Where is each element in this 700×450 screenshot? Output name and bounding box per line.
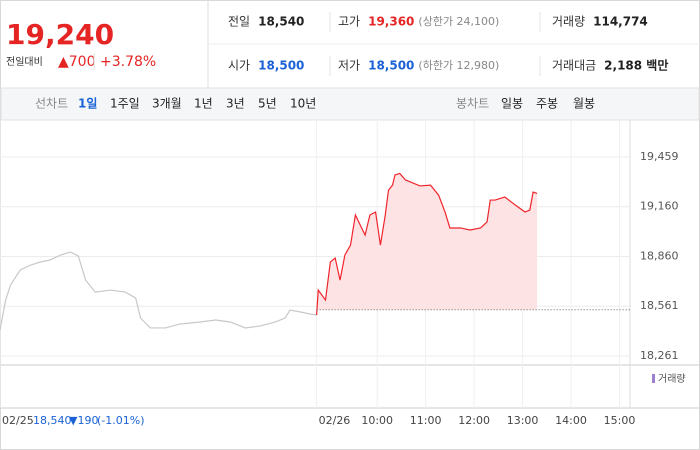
y-tick-label: 19,160 (640, 200, 679, 213)
tab[interactable]: 10년 (290, 97, 316, 111)
tab[interactable]: 1주일 (110, 97, 140, 111)
volume-legend: 거래량 (658, 373, 686, 385)
change-pct: +3.78% (100, 54, 156, 70)
x-tick-label: 13:00 (507, 414, 539, 427)
stat-label: 전일 (228, 15, 250, 29)
tab[interactable]: 월봉 (573, 97, 595, 111)
price-line (0, 251, 317, 331)
stat-label: 거래대금 (552, 59, 596, 73)
stat-value: 18,540 (258, 15, 304, 29)
x-tick-label: 02/26 (319, 414, 351, 427)
stat-note: (하한가 12,980) (418, 58, 499, 72)
stat-value: 18,500 (368, 59, 414, 73)
tab[interactable]: 3개월 (152, 97, 182, 111)
tab[interactable]: 5년 (258, 97, 277, 111)
tab-group-label: 봉차트 (456, 97, 489, 111)
tab[interactable]: 주봉 (536, 97, 558, 111)
x-tick-label: 02/25 (2, 414, 34, 427)
y-tick-label: 18,561 (640, 299, 679, 312)
x-tick-label: 14:00 (555, 414, 587, 427)
volume-legend-swatch (652, 374, 655, 383)
tab[interactable]: 일봉 (501, 97, 523, 111)
stat-label: 고가 (338, 15, 360, 29)
stat-label: 거래량 (552, 15, 585, 29)
x-tick-label: 11:00 (410, 414, 442, 427)
y-tick-label: 18,261 (640, 349, 679, 362)
y-tick-label: 18,860 (640, 250, 679, 263)
change-label: 전일대비 (6, 56, 43, 68)
prev-pct: (-1.01%) (97, 414, 145, 427)
x-tick-label: 12:00 (458, 414, 490, 427)
stat-label: 저가 (338, 59, 360, 73)
tab[interactable]: 1일 (78, 97, 97, 111)
stat-value: 18,500 (258, 59, 304, 73)
stat-value: 19,360 (368, 15, 414, 29)
price: 19,240 (6, 18, 114, 51)
tab-bar (0, 87, 700, 121)
price-line (316, 172, 538, 316)
tab[interactable]: 1년 (194, 97, 213, 111)
tab-group-label: 선차트 (35, 97, 68, 111)
area-fill (316, 173, 538, 316)
prev-change: ▼190 (69, 414, 98, 427)
stat-value: 2,188 백만 (604, 58, 668, 73)
stat-value: 114,774 (593, 15, 648, 29)
tab[interactable]: 3년 (226, 97, 245, 111)
stat-note: (상한가 24,100) (418, 15, 499, 28)
prev-close: 18,540 (33, 414, 72, 427)
x-tick-label: 10:00 (361, 414, 393, 427)
x-tick-label: 15:00 (604, 414, 636, 427)
stat-label: 시가 (228, 59, 250, 73)
change: ▲700 (58, 54, 96, 70)
y-tick-label: 19,459 (640, 150, 679, 163)
